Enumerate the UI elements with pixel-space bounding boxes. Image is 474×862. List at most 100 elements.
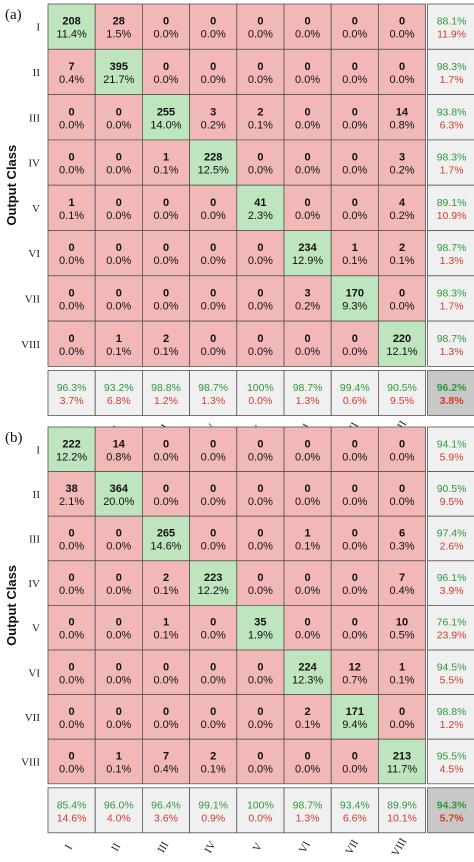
offdiagonal-cell <box>236 471 285 517</box>
cell-percent: 0.0% <box>342 541 367 553</box>
cell-count: 0 <box>210 528 216 540</box>
cell-count: 0 <box>116 661 122 673</box>
diagonal-cell <box>283 649 332 695</box>
cell-count: 0 <box>257 152 263 164</box>
cell-count: 0 <box>352 106 358 118</box>
y-axis-title: Output Class <box>4 145 19 226</box>
cell-percent: 12.1% <box>386 346 417 358</box>
column-error: 6.8% <box>107 395 131 407</box>
cell-count: 1 <box>399 661 405 673</box>
cell-count: 0 <box>305 61 311 73</box>
cell-count: 10 <box>396 617 408 629</box>
column-tick-label: VII <box>343 837 361 857</box>
offdiagonal-cell <box>141 139 190 186</box>
cell-percent: 0.1% <box>153 165 178 177</box>
cell-count: 0 <box>210 661 216 673</box>
column-recall: 93.4% <box>340 799 370 811</box>
offdiagonal-cell <box>377 48 426 95</box>
cell-count: 0 <box>210 706 216 718</box>
offdiagonal-cell <box>94 3 143 50</box>
row-summary-cell <box>427 694 474 740</box>
overall-accuracy: 96.2% <box>437 382 467 394</box>
offdiagonal-cell <box>141 738 190 785</box>
cell-percent: 0.0% <box>59 165 84 177</box>
overall-accuracy-cell <box>427 369 474 416</box>
row-tick-label: II <box>33 489 41 501</box>
cell-count: 1 <box>163 617 169 629</box>
cell-percent: 0.0% <box>295 346 320 358</box>
column-summary-cell <box>236 369 285 416</box>
cell-percent: 0.0% <box>201 300 226 312</box>
cell-count: 35 <box>254 617 266 629</box>
cell-percent: 0.0% <box>248 496 273 508</box>
cell-count: 0 <box>210 483 216 495</box>
offdiagonal-cell <box>47 694 96 740</box>
offdiagonal-cell <box>94 649 143 695</box>
cell-count: 0 <box>352 197 358 209</box>
cell-count: 3 <box>305 287 311 299</box>
cell-percent: 0.0% <box>153 29 178 41</box>
cell-percent: 0.0% <box>153 451 178 463</box>
panel-label: (a) <box>5 7 22 23</box>
cell-percent: 0.0% <box>248 451 273 463</box>
cell-count: 0 <box>399 287 405 299</box>
offdiagonal-cell <box>283 738 332 785</box>
cell-count: 0 <box>352 572 358 584</box>
cell-percent: 0.1% <box>389 674 414 686</box>
offdiagonal-cell <box>94 230 143 277</box>
offdiagonal-cell <box>377 605 426 651</box>
offdiagonal-cell <box>283 48 332 95</box>
row-tick-label: III <box>29 534 40 546</box>
cell-percent: 0.1% <box>153 630 178 642</box>
cell-count: 38 <box>65 483 77 495</box>
column-error: 3.6% <box>154 812 178 824</box>
offdiagonal-cell <box>330 738 379 785</box>
cell-count: 0 <box>163 438 169 450</box>
cell-count: 0 <box>399 16 405 28</box>
x-axis-title: Target Class <box>218 861 295 862</box>
offdiagonal-cell <box>236 426 285 472</box>
column-summary-cell <box>189 787 238 834</box>
cell-count: 0 <box>69 242 75 254</box>
cell-count: 0 <box>305 106 311 118</box>
row-error: 5.9% <box>440 451 464 463</box>
diagonal-cell <box>283 230 332 277</box>
cell-count: 228 <box>204 152 222 164</box>
column-summary-cell <box>377 787 426 834</box>
cell-percent: 0.0% <box>248 674 273 686</box>
cell-percent: 11.7% <box>387 764 418 776</box>
row-precision: 98.3% <box>437 287 467 299</box>
overall-accuracy: 94.3% <box>437 799 467 811</box>
cell-count: 2 <box>257 106 263 118</box>
row-tick-label: III <box>29 112 40 124</box>
column-error: 3.7% <box>60 395 84 407</box>
row-tick-label: IV <box>28 158 40 170</box>
offdiagonal-cell <box>141 48 190 95</box>
cell-percent: 0.0% <box>106 210 131 222</box>
cell-count: 0 <box>257 483 263 495</box>
offdiagonal-cell <box>189 649 238 695</box>
cell-count: 0 <box>116 106 122 118</box>
cell-percent: 0.0% <box>248 29 273 41</box>
column-recall: 98.7% <box>198 382 228 394</box>
cell-percent: 14.6% <box>150 541 181 553</box>
cell-count: 224 <box>298 661 317 673</box>
overall-error: 3.8% <box>440 395 465 407</box>
column-recall: 89.9% <box>387 799 417 811</box>
column-summary-cell <box>94 369 143 416</box>
row-precision: 98.8% <box>437 706 467 718</box>
cell-count: 170 <box>346 287 364 299</box>
cell-count: 0 <box>210 617 216 629</box>
cell-percent: 0.0% <box>106 165 131 177</box>
cell-count: 234 <box>298 242 317 254</box>
cell-count: 0 <box>399 483 405 495</box>
offdiagonal-cell <box>377 139 426 186</box>
offdiagonal-cell <box>330 649 379 695</box>
cell-percent: 0.0% <box>59 119 84 131</box>
offdiagonal-cell <box>94 320 143 367</box>
row-precision: 76.1% <box>437 617 467 629</box>
row-tick-label: VII <box>25 712 41 724</box>
offdiagonal-cell <box>189 184 238 231</box>
cell-percent: 0.4% <box>389 585 414 597</box>
cell-count: 0 <box>305 197 311 209</box>
